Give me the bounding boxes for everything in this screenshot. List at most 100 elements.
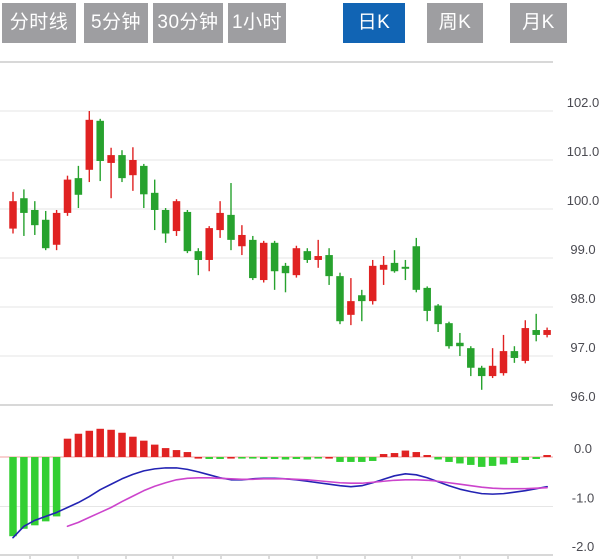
macd-histogram-bar xyxy=(150,444,159,457)
macd-histogram-bar xyxy=(205,457,213,459)
macd-histogram-bar xyxy=(390,453,399,457)
candle-body-up xyxy=(216,212,224,231)
macd-histogram-bar xyxy=(249,457,257,459)
candle-body-up xyxy=(172,201,181,232)
dea-line xyxy=(66,476,548,528)
candle-body-down xyxy=(41,219,50,249)
candle-body-down xyxy=(183,211,192,252)
tab-2[interactable]: 5分钟 xyxy=(84,3,148,43)
macd-histogram-bar xyxy=(303,457,312,460)
macd-histogram-bar xyxy=(194,457,203,459)
candle-body-up xyxy=(129,160,137,176)
tab-4[interactable]: 1小时 xyxy=(228,3,286,43)
candle-body-down xyxy=(20,198,28,213)
macd-histogram-bar xyxy=(20,457,28,529)
macd-histogram-bar xyxy=(314,457,322,459)
candle-body-up xyxy=(9,201,17,229)
macd-histogram-bar xyxy=(368,457,377,461)
price-axis-label: 97.0 xyxy=(570,340,595,355)
macd-histogram-bar xyxy=(270,457,279,459)
candle-body-up xyxy=(85,119,94,170)
candle-body-down xyxy=(336,276,344,322)
macd-histogram-bar xyxy=(510,457,519,463)
macd-histogram-bar xyxy=(259,457,268,459)
candle-body-down xyxy=(74,178,83,195)
macd-axis-label: 0.0 xyxy=(574,441,592,456)
macd-histogram-bar xyxy=(129,436,137,457)
macd-histogram-bar xyxy=(434,457,442,460)
macd-histogram-bar xyxy=(412,452,421,457)
candle-body-down xyxy=(510,351,519,358)
price-axis-label: 100.0 xyxy=(567,193,600,208)
macd-histogram-bar xyxy=(183,452,192,457)
macd-histogram-bar xyxy=(521,457,530,460)
macd-histogram-bar xyxy=(467,457,475,465)
macd-histogram-bar xyxy=(74,433,83,457)
macd-histogram-bar xyxy=(41,457,50,522)
candle-body-down xyxy=(161,209,170,234)
tab-6[interactable]: 周K xyxy=(427,3,483,43)
macd-histogram-bar xyxy=(281,457,290,460)
macd-axis-label: -2.0 xyxy=(572,539,594,554)
candle-body-down xyxy=(456,342,464,347)
candle-body-up xyxy=(63,179,72,213)
tab-5-active[interactable]: 日K xyxy=(343,3,405,43)
macd-histogram-bar xyxy=(292,457,301,459)
tab-7[interactable]: 月K xyxy=(510,3,567,43)
macd-histogram-bar xyxy=(9,457,17,537)
candle-body-down xyxy=(150,192,159,210)
macd-histogram-bar xyxy=(63,438,72,457)
candle-body-down xyxy=(390,262,399,272)
price-axis-label: 102.0 xyxy=(567,95,600,110)
macd-histogram-bar xyxy=(456,457,464,464)
price-axis-label: 101.0 xyxy=(567,144,600,159)
macd-histogram-bar xyxy=(379,454,388,457)
candle-body-down xyxy=(194,251,203,260)
macd-histogram-bar xyxy=(140,440,148,457)
macd-histogram-bar xyxy=(336,457,344,462)
macd-histogram-bar xyxy=(161,448,170,457)
candle-body-up xyxy=(314,256,322,260)
candle-body-down xyxy=(477,367,486,377)
candle-body-up xyxy=(107,155,115,163)
tab-3[interactable]: 30分钟 xyxy=(153,3,223,43)
candle-body-down xyxy=(249,239,257,279)
price-axis-label: 96.0 xyxy=(570,389,595,404)
candle-body-down xyxy=(303,251,312,260)
candle-body-up xyxy=(488,365,497,377)
macd-axis-label: -1.0 xyxy=(572,491,594,506)
candle-body-down xyxy=(423,287,431,311)
macd-histogram-bar xyxy=(107,429,115,457)
macd-histogram-bar xyxy=(499,457,508,465)
candle-body-down xyxy=(412,246,421,290)
candle-body-up xyxy=(52,212,61,245)
macd-histogram-bar xyxy=(488,457,497,466)
candle-body-up xyxy=(205,228,213,260)
macd-histogram-bar xyxy=(325,457,333,459)
macd-histogram-bar xyxy=(347,457,355,462)
macd-histogram-bar xyxy=(85,430,94,457)
candle-body-down xyxy=(401,266,410,269)
macd-histogram-bar xyxy=(401,450,410,457)
tab-bar: 分时线 5分钟 30分钟 1小时 日K 周K 月K xyxy=(0,0,604,46)
macd-histogram-bar xyxy=(358,457,366,462)
candle-body-down xyxy=(281,265,290,274)
macd-histogram-bar xyxy=(96,428,104,457)
candle-body-up xyxy=(292,248,301,276)
macd-histogram-bar xyxy=(172,450,181,457)
macd-histogram-bar xyxy=(238,457,246,459)
price-axis-label: 99.0 xyxy=(570,242,595,257)
candle-body-down xyxy=(31,209,39,226)
macd-histogram-bar xyxy=(227,457,235,459)
candle-body-up xyxy=(543,330,551,335)
macd-histogram-bar xyxy=(423,455,431,457)
macd-histogram-bar xyxy=(543,455,551,457)
tab-1[interactable]: 分时线 xyxy=(2,3,76,43)
candle-body-down xyxy=(96,120,104,161)
candle-body-up xyxy=(521,328,530,361)
candle-body-down xyxy=(434,305,442,325)
price-axis-label: 98.0 xyxy=(570,291,595,306)
candle-body-down xyxy=(358,295,366,302)
